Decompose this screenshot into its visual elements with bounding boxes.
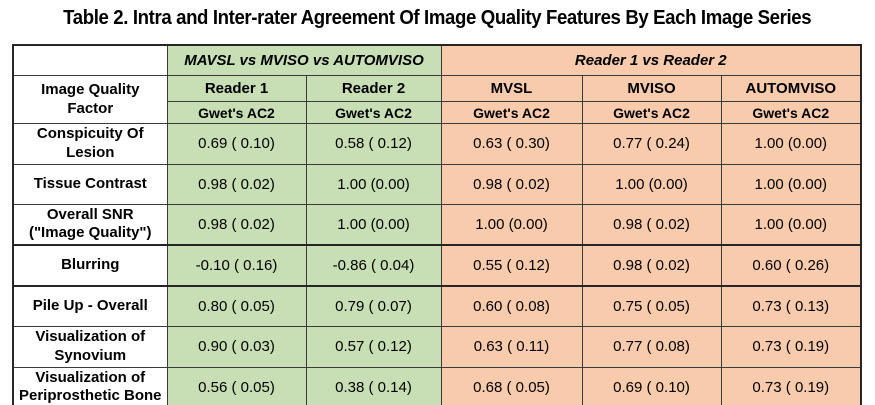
column-header-mvsl: MVSL — [440, 75, 583, 102]
table-row-overall-snr: Overall SNR ("Image Quality") 0.98 ( 0.0… — [12, 203, 862, 246]
factor-line: Overall SNR — [46, 205, 134, 223]
value-cell: 1.00 (0.00) — [720, 163, 862, 205]
factor-line: Pile Up - Overall — [32, 297, 148, 315]
statistic-header-row: Gwet's AC2 Gwet's AC2 Gwet's AC2 Gwet's … — [13, 101, 862, 124]
stat-header-cell: Gwet's AC2 — [720, 101, 862, 124]
table-row-pile-up: Pile Up - Overall 0.80 ( 0.05) 0.79 ( 0.… — [12, 285, 862, 327]
factor-column-header: Image Quality Factor — [12, 75, 168, 124]
factor-line: Synovium — [54, 346, 127, 364]
value-cell: 0.75 ( 0.05) — [581, 285, 722, 327]
value-cell: 0.80 ( 0.05) — [166, 285, 307, 327]
factor-line: Tissue Contrast — [33, 174, 147, 192]
stat-header-cell: Gwet's AC2 — [166, 101, 307, 124]
factor-line: Visualization of — [35, 328, 146, 345]
value-cell: 0.58 ( 0.12) — [305, 123, 442, 165]
table-row-conspicuity: Conspicuity Of Lesion 0.69 ( 0.10) 0.58 … — [12, 123, 862, 165]
factor-line: Lesion — [66, 143, 115, 161]
value-cell: 0.38 ( 0.14) — [305, 366, 442, 405]
value-cell: 0.79 ( 0.07) — [305, 285, 442, 327]
factor-line: Visualization of — [35, 368, 146, 386]
value-cell: 0.73 ( 0.13) — [720, 285, 862, 327]
value-cell: 0.63 ( 0.30) — [440, 123, 583, 165]
value-cell: 0.55 ( 0.12) — [440, 244, 583, 287]
value-cell: 0.73 ( 0.19) — [720, 326, 862, 368]
table-title: Table 2. Intra and Inter-rater Agreement… — [0, 7, 875, 35]
value-cell: 0.69 ( 0.10) — [581, 366, 722, 405]
factor-cell: Overall SNR ("Image Quality") — [12, 203, 168, 246]
table-row-periprosthetic-bone: Visualization of Periprosthetic Bone 0.5… — [12, 366, 862, 405]
value-cell: 0.56 ( 0.05) — [166, 366, 307, 405]
factor-cell: Visualization of Periprosthetic Bone — [12, 366, 168, 405]
column-header-reader2: Reader 2 — [305, 75, 442, 102]
value-cell: 1.00 (0.00) — [305, 203, 442, 246]
factor-line: Blurring — [61, 256, 120, 274]
factor-line: Conspicuity Of — [36, 125, 144, 142]
factor-cell: Visualization of Synovium — [12, 326, 168, 368]
factor-header-line2: Factor — [67, 99, 114, 117]
stat-header-cell: Gwet's AC2 — [305, 101, 442, 124]
column-header-automviso: AUTOMVISO — [720, 75, 862, 102]
value-cell: 0.98 ( 0.02) — [581, 244, 722, 287]
column-header-mviso: MVISO — [581, 75, 722, 102]
factor-line: ("Image Quality") — [28, 224, 152, 242]
value-cell: 0.63 ( 0.11) — [440, 326, 583, 368]
value-cell: -0.86 ( 0.04) — [305, 244, 442, 287]
value-cell: 0.77 ( 0.08) — [581, 326, 722, 368]
corner-cell — [12, 44, 168, 76]
value-cell: 0.77 ( 0.24) — [581, 123, 722, 165]
factor-cell: Pile Up - Overall — [12, 285, 168, 327]
value-cell: 0.98 ( 0.02) — [440, 163, 583, 205]
page: Table 2. Intra and Inter-rater Agreement… — [0, 7, 875, 405]
value-cell: -0.10 ( 0.16) — [166, 244, 307, 287]
table-row-synovium: Visualization of Synovium 0.90 ( 0.03) 0… — [12, 326, 862, 368]
stat-header-cell: Gwet's AC2 — [581, 101, 722, 124]
stat-header-cell: Gwet's AC2 — [440, 101, 583, 124]
column-header-row: Image Quality Factor Reader 1 Reader 2 M… — [12, 75, 862, 124]
column-header-reader1: Reader 1 — [166, 75, 307, 102]
table-row-blurring: Blurring -0.10 ( 0.16) -0.86 ( 0.04) 0.5… — [12, 244, 862, 287]
group-header-intra: MAVSL vs MVISO vs AUTOMVISO — [166, 44, 442, 76]
value-cell: 1.00 (0.00) — [440, 203, 583, 246]
value-cell: 0.69 ( 0.10) — [166, 123, 307, 165]
group-header-row: MAVSL vs MVISO vs AUTOMVISO Reader 1 vs … — [12, 44, 862, 76]
factor-header-line1: Image Quality — [41, 80, 140, 98]
value-cell: 1.00 (0.00) — [720, 123, 862, 165]
group-header-inter: Reader 1 vs Reader 2 — [440, 44, 862, 76]
value-cell: 0.98 ( 0.02) — [166, 163, 307, 205]
value-cell: 0.60 ( 0.08) — [440, 285, 583, 327]
value-cell: 1.00 (0.00) — [581, 163, 722, 205]
value-cell: 0.57 ( 0.12) — [305, 326, 442, 368]
agreement-table: MAVSL vs MVISO vs AUTOMVISO Reader 1 vs … — [12, 44, 863, 405]
table-row-tissue-contrast: Tissue Contrast 0.98 ( 0.02) 1.00 (0.00)… — [12, 163, 862, 205]
value-cell: 0.98 ( 0.02) — [581, 203, 722, 246]
value-cell: 0.60 ( 0.26) — [720, 244, 862, 287]
factor-cell: Conspicuity Of Lesion — [12, 123, 168, 165]
factor-line: Periprosthetic Bone — [18, 387, 162, 405]
value-cell: 0.98 ( 0.02) — [166, 203, 307, 246]
value-cell: 1.00 (0.00) — [720, 203, 862, 246]
table-title-text: Table 2. Intra and Inter-rater Agreement… — [63, 7, 812, 29]
factor-cell: Blurring — [12, 244, 168, 287]
value-cell: 1.00 (0.00) — [305, 163, 442, 205]
value-cell: 0.68 ( 0.05) — [440, 366, 583, 405]
factor-cell: Tissue Contrast — [12, 163, 168, 205]
value-cell: 0.90 ( 0.03) — [166, 326, 307, 368]
value-cell: 0.73 ( 0.19) — [720, 366, 862, 405]
